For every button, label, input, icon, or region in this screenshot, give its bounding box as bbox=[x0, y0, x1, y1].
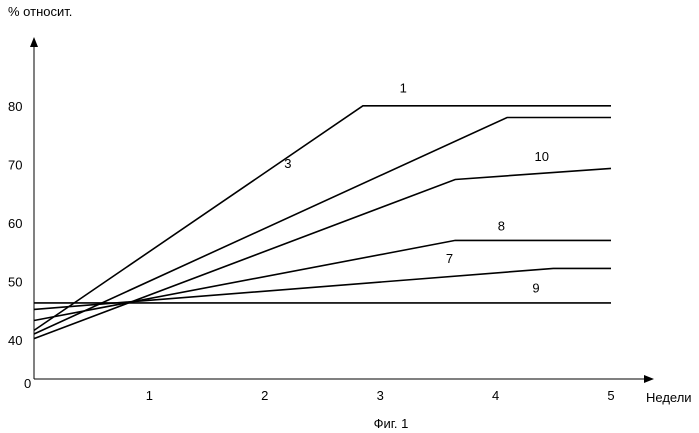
series-label-3: 3 bbox=[284, 156, 291, 171]
series-line-1 bbox=[34, 106, 611, 331]
x-tick-label: 1 bbox=[146, 388, 153, 403]
series-label-1: 1 bbox=[400, 80, 407, 95]
series-labels: 1 3 10 8 7 9 bbox=[284, 80, 549, 295]
series-label-7: 7 bbox=[446, 251, 453, 266]
series-label-10: 10 bbox=[535, 149, 549, 164]
series-label-8: 8 bbox=[498, 218, 505, 233]
y-tick-labels: 40 50 60 70 80 bbox=[8, 99, 22, 348]
x-tick-label: 4 bbox=[492, 388, 499, 403]
y-tick-label: 50 bbox=[8, 274, 22, 289]
y-tick-label: 70 bbox=[8, 157, 22, 172]
x-tick-label: 2 bbox=[261, 388, 268, 403]
y-tick-label: 60 bbox=[8, 216, 22, 231]
series-lines bbox=[34, 106, 611, 339]
figure-caption: Фиг. 1 bbox=[374, 416, 409, 431]
x-tick-labels: 1 2 3 4 5 bbox=[146, 388, 615, 403]
x-tick-label: 3 bbox=[377, 388, 384, 403]
origin-label: 0 bbox=[24, 376, 31, 391]
series-line-10 bbox=[34, 168, 611, 338]
y-axis-title: % относит. bbox=[8, 4, 72, 19]
series-line-3 bbox=[34, 118, 611, 335]
series-line-8 bbox=[34, 240, 611, 320]
series-label-9: 9 bbox=[532, 280, 539, 295]
x-axis-title: Недели bbox=[646, 390, 692, 405]
y-tick-label: 80 bbox=[8, 99, 22, 114]
x-tick-label: 5 bbox=[607, 388, 614, 403]
y-tick-label: 40 bbox=[8, 333, 22, 348]
